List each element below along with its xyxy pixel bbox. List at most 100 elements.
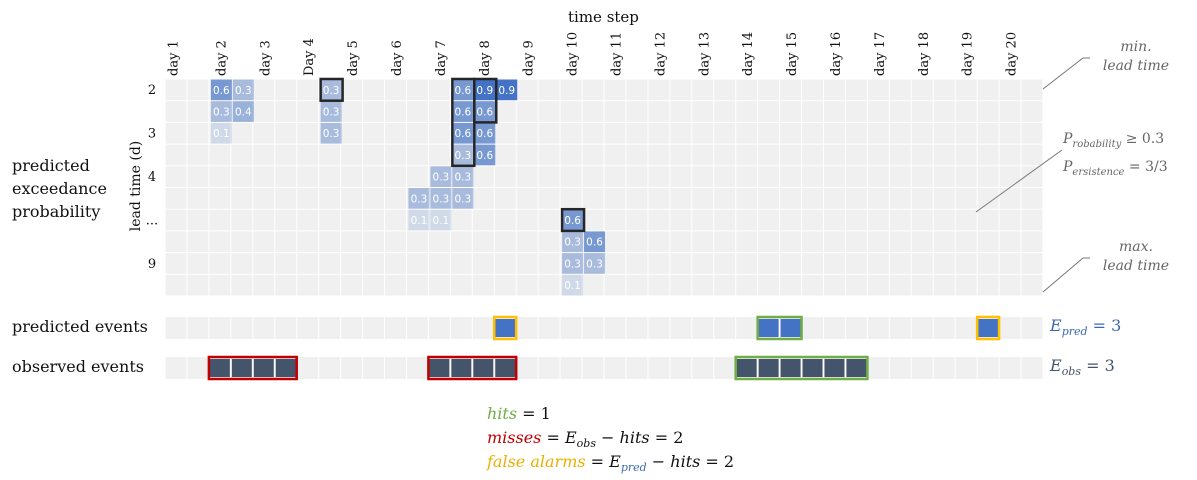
event-cell (978, 319, 999, 337)
event-cell (758, 359, 779, 377)
strip-cell (714, 357, 736, 379)
probability-value: 0.3 (586, 258, 603, 270)
probability-cell (232, 79, 254, 101)
grid-cell (845, 101, 867, 122)
strip-cell (406, 317, 428, 339)
grid-cell (472, 188, 494, 209)
grid-cell (406, 253, 428, 274)
obs-total: Eobs = 3 (1050, 356, 1115, 379)
probability-cell (496, 79, 518, 101)
grid-cell (911, 209, 933, 231)
grid-cell (889, 101, 911, 122)
strip-cell (275, 317, 297, 339)
grid-cell (911, 253, 933, 274)
strip-cell (648, 317, 670, 339)
grid-cell (999, 188, 1021, 209)
grid-cell (385, 209, 406, 231)
grid-cell (428, 144, 450, 166)
grid-cell (889, 274, 911, 296)
grid-cell (275, 144, 297, 166)
probability-cell (452, 101, 474, 122)
grid-cell (714, 122, 736, 144)
grid-cell (341, 188, 363, 209)
grid-cell (319, 253, 341, 274)
grid-cell (714, 231, 736, 253)
grid-cell (560, 253, 582, 274)
probability-value: 0.6 (213, 85, 230, 97)
grid-cell (165, 101, 187, 122)
grid-cell (253, 122, 275, 144)
probability-value: 0.3 (213, 107, 230, 119)
grid-cell (428, 253, 450, 274)
grid-cell (604, 231, 626, 253)
grid-cell (889, 79, 911, 101)
grid-cell (297, 166, 319, 187)
grid-cell (319, 144, 341, 166)
day-label: day 16 (829, 32, 844, 76)
grid-cell (692, 122, 714, 144)
grid-cell (428, 166, 450, 187)
probability-cell (452, 144, 474, 166)
grid-cell (824, 144, 845, 166)
strip-cell (802, 317, 823, 339)
strip-cell (889, 317, 911, 339)
grid-cell (1021, 166, 1043, 187)
event-cell (473, 359, 494, 377)
day-label: day 14 (741, 32, 756, 76)
grid-cell (494, 166, 516, 187)
grid-cell (758, 101, 780, 122)
grid-cell (867, 188, 889, 209)
grid-cell (231, 79, 253, 101)
grid-cell (626, 79, 648, 101)
day-label: day 8 (478, 40, 493, 76)
probability-value: 0.6 (564, 215, 581, 227)
grid-cell (538, 122, 560, 144)
criteria-pointer-line (975, 149, 1063, 213)
lead-time-tick: 4 (148, 170, 156, 185)
grid-cell (209, 253, 231, 274)
grid-cell (802, 274, 823, 296)
min-lead-pointer-line (1042, 57, 1090, 90)
grid-cell (253, 253, 275, 274)
grid-cell (648, 79, 670, 101)
probability-cell (562, 231, 584, 253)
strip-cell (582, 317, 604, 339)
grid-cell (297, 253, 319, 274)
probability-cell (452, 79, 474, 101)
probability-value: 0.6 (476, 150, 493, 162)
grid-cell (955, 231, 977, 253)
day-label: Day 4 (302, 38, 317, 76)
grid-cell (406, 101, 428, 122)
probability-value: 0.1 (564, 280, 581, 292)
grid-cell (648, 274, 670, 296)
strip-cell (977, 357, 999, 379)
observed-events-label: observed events (12, 357, 144, 376)
grid-cell (253, 209, 275, 231)
probability-cell (452, 166, 474, 187)
persistence-highlight-box (473, 77, 498, 124)
strip-cell (385, 357, 406, 379)
grid-cell (999, 79, 1021, 101)
grid-cell (670, 274, 692, 296)
grid-cell (955, 274, 977, 296)
grid-cell (472, 274, 494, 296)
grid-cell (867, 274, 889, 296)
probability-value: 0.3 (433, 172, 450, 184)
predicted-events-strip (165, 315, 1043, 341)
strip-cell (231, 317, 253, 339)
probability-value: 0.3 (564, 237, 581, 249)
grid-cell (955, 101, 977, 122)
event-cell (780, 319, 801, 337)
strip-cell (341, 317, 363, 339)
strip-cell (406, 357, 428, 379)
probability-value: 0.1 (433, 215, 450, 227)
grid-cell (604, 144, 626, 166)
strip-cell (450, 317, 472, 339)
grid-cell (692, 274, 714, 296)
event-cell (451, 359, 472, 377)
grid-cell (604, 188, 626, 209)
grid-cell (231, 253, 253, 274)
grid-cell (977, 231, 999, 253)
strip-cell (604, 317, 626, 339)
grid-cell (253, 144, 275, 166)
